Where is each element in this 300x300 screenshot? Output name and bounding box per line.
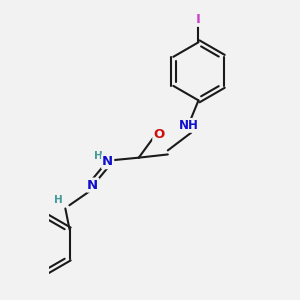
- Text: H: H: [94, 151, 103, 161]
- Text: N: N: [87, 178, 98, 192]
- Text: O: O: [153, 128, 165, 141]
- Text: I: I: [196, 13, 201, 26]
- Text: NH: NH: [179, 119, 199, 132]
- Text: N: N: [102, 155, 113, 168]
- Text: H: H: [54, 195, 62, 205]
